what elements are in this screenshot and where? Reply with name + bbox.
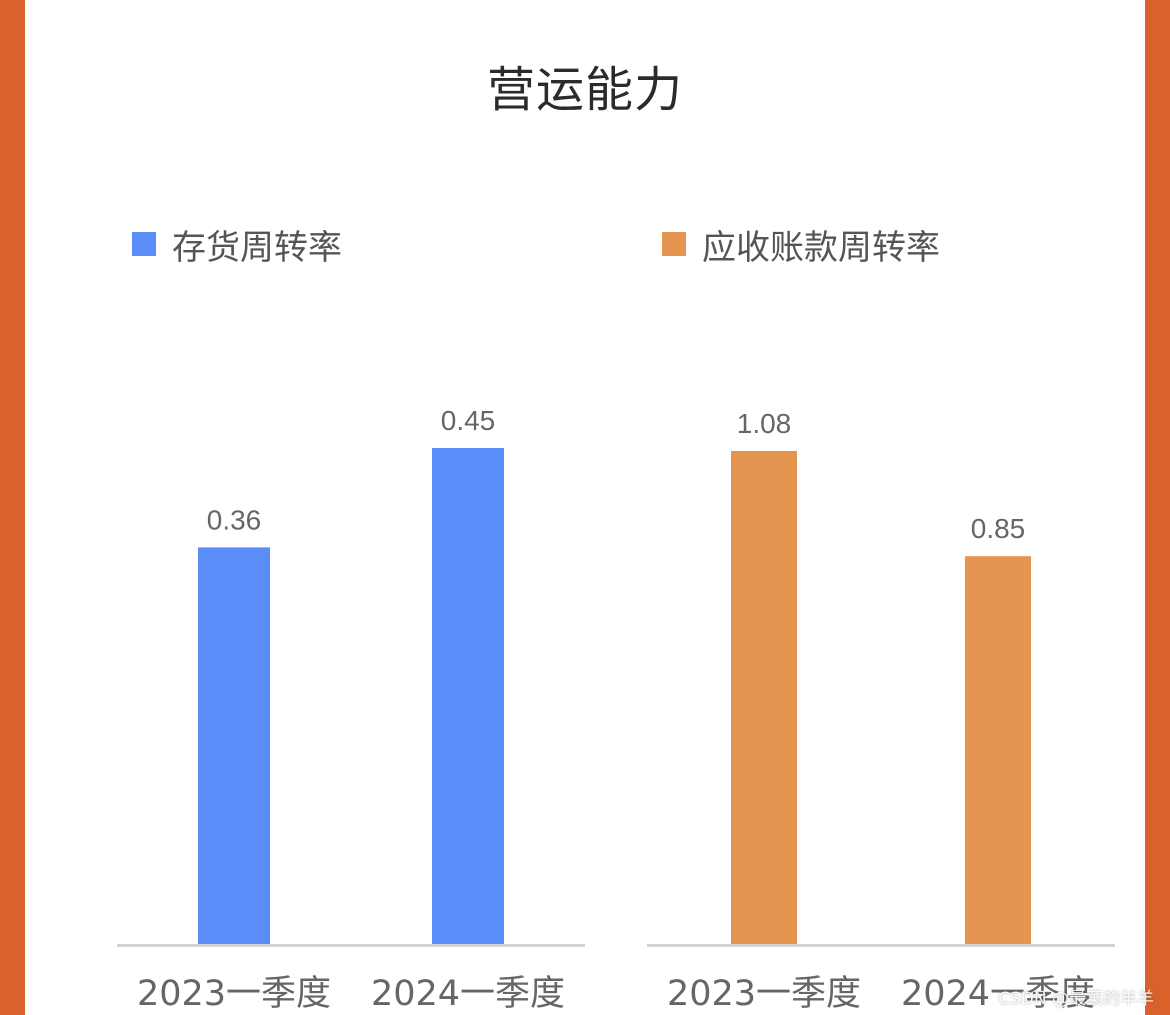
data-label-0-1: 0.45: [441, 405, 496, 436]
right-frame-bar: [1145, 0, 1170, 1015]
legend-inventory-turnover: 存货周转率: [132, 222, 342, 268]
data-label-0-0: 0.36: [207, 504, 262, 535]
x-tick-label-0-0: 2023一季度: [137, 974, 331, 1014]
bar-1-1: [965, 556, 1031, 945]
bar-1-0: [731, 451, 797, 945]
legend-label-inventory: 存货周转率: [172, 227, 342, 268]
x-tick-label-1-0: 2023一季度: [667, 974, 861, 1014]
legend-receivables-turnover: 应收账款周转率: [662, 222, 940, 268]
watermark: CSDN @最菜的羊羊: [998, 989, 1154, 1009]
chart-title: 营运能力: [486, 62, 683, 118]
bar-0-0: [198, 547, 270, 945]
data-label-1-1: 0.85: [971, 513, 1026, 544]
legend-swatch-inventory: [132, 232, 156, 256]
x-tick-label-0-1: 2024一季度: [371, 974, 565, 1014]
bar-0-1: [432, 448, 504, 945]
left-frame-bar: [0, 0, 25, 1015]
legend-label-receivables: 应收账款周转率: [702, 227, 940, 268]
data-label-1-0: 1.08: [737, 408, 792, 439]
legend-swatch-receivables: [662, 232, 686, 256]
x-tick-label-1-1: 2024一季度: [901, 974, 1095, 1014]
